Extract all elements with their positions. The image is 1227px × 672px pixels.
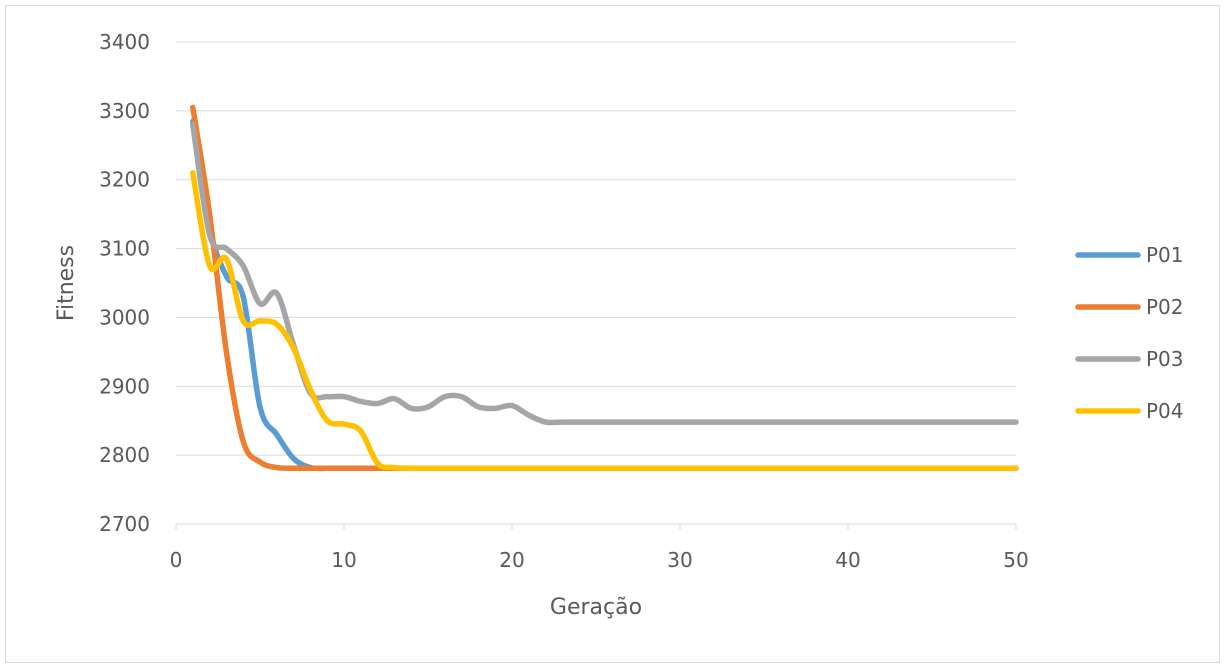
x-tick-label-10: 10 <box>331 548 356 572</box>
series-line-p04 <box>190 170 1019 472</box>
x-tick-label-20: 20 <box>499 548 524 572</box>
chart-frame <box>5 5 1220 663</box>
legend-label-p03: P03 <box>1146 347 1184 371</box>
x-tick-label-40: 40 <box>835 548 860 572</box>
y-tick-label-2700: 2700 <box>99 512 150 536</box>
series-lines <box>190 104 1019 472</box>
y-tick-label-3200: 3200 <box>99 168 150 192</box>
y-tick-labels: 2700 2800 2900 3000 3100 3200 3300 3400 <box>99 30 150 536</box>
legend-label-p04: P04 <box>1146 399 1184 423</box>
y-tick-label-3300: 3300 <box>99 99 150 123</box>
legend-label-p01: P01 <box>1146 243 1184 267</box>
y-tick-label-3000: 3000 <box>99 305 150 329</box>
legend-label-p02: P02 <box>1146 295 1184 319</box>
x-axis-title: Geração <box>550 595 642 620</box>
series-line-p02 <box>190 104 1019 472</box>
y-axis-title: Fitness <box>54 245 79 321</box>
series-line-p03 <box>190 121 1019 426</box>
x-tick-label-30: 30 <box>667 548 692 572</box>
y-tick-label-3400: 3400 <box>99 30 150 54</box>
series-line-p01 <box>190 118 1019 472</box>
legend: P01 P02 P03 P04 <box>1075 243 1184 423</box>
y-tick-label-2900: 2900 <box>99 374 150 398</box>
x-axis <box>175 523 1017 530</box>
y-tick-label-2800: 2800 <box>99 443 150 467</box>
x-tick-label-50: 50 <box>1003 548 1028 572</box>
gridlines <box>176 41 1016 456</box>
x-tick-labels: 0 10 20 30 40 50 <box>170 548 1029 572</box>
x-tick-label-0: 0 <box>170 548 183 572</box>
y-tick-label-3100: 3100 <box>99 237 150 261</box>
